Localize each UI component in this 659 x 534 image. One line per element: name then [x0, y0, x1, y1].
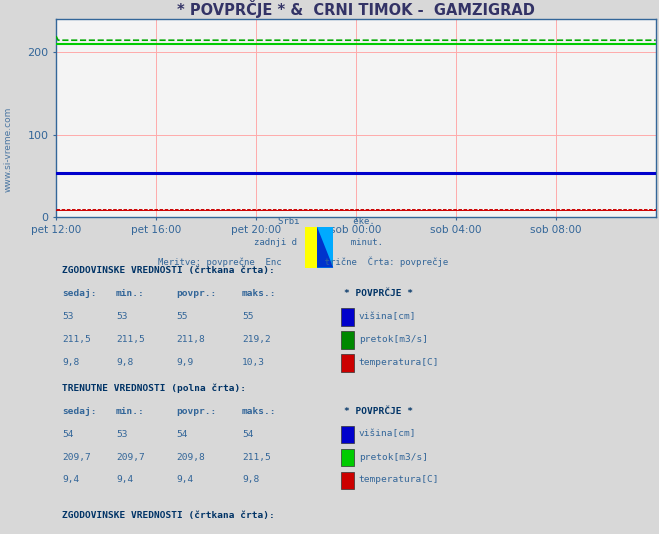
Text: 211,8: 211,8 — [176, 335, 205, 344]
Text: 9,4: 9,4 — [176, 475, 193, 484]
Text: ZGODOVINSKE VREDNOSTI (črtkana črta):: ZGODOVINSKE VREDNOSTI (črtkana črta): — [62, 266, 275, 275]
Text: 209,8: 209,8 — [176, 452, 205, 461]
FancyBboxPatch shape — [341, 331, 354, 349]
FancyBboxPatch shape — [317, 227, 333, 268]
Text: temperatura[C]: temperatura[C] — [359, 475, 440, 484]
Text: 10,3: 10,3 — [242, 358, 265, 367]
Text: pretok[m3/s]: pretok[m3/s] — [359, 335, 428, 344]
Text: 55: 55 — [176, 312, 187, 321]
Text: 55: 55 — [242, 312, 254, 321]
Text: temperatura[C]: temperatura[C] — [359, 358, 440, 367]
Text: povpr.:: povpr.: — [176, 289, 216, 298]
Text: 209,7: 209,7 — [116, 452, 145, 461]
Text: 9,8: 9,8 — [62, 358, 79, 367]
Text: 54: 54 — [242, 429, 254, 438]
Text: 9,8: 9,8 — [242, 475, 259, 484]
Text: www.si-vreme.com: www.si-vreme.com — [4, 107, 13, 192]
Text: višina[cm]: višina[cm] — [359, 429, 416, 438]
Text: 9,4: 9,4 — [116, 475, 133, 484]
Text: 54: 54 — [62, 429, 74, 438]
Text: * POVPRČJE *: * POVPRČJE * — [344, 407, 413, 415]
Text: 211,5: 211,5 — [62, 335, 91, 344]
Text: sedaj:: sedaj: — [62, 289, 96, 298]
Text: sedaj:: sedaj: — [62, 407, 96, 415]
Text: 53: 53 — [116, 429, 127, 438]
Text: 9,8: 9,8 — [116, 358, 133, 367]
Text: min.:: min.: — [116, 407, 145, 415]
Text: 211,5: 211,5 — [242, 452, 271, 461]
FancyBboxPatch shape — [341, 472, 354, 489]
Text: Srbi          eke.: Srbi eke. — [278, 217, 375, 226]
Text: 54: 54 — [176, 429, 187, 438]
Text: 9,4: 9,4 — [62, 475, 79, 484]
Text: Meritve: povprečne  Enc        trične  Črta: povprečje: Meritve: povprečne Enc trične Črta: povp… — [158, 257, 448, 267]
FancyBboxPatch shape — [305, 227, 332, 268]
Text: ZGODOVINSKE VREDNOSTI (črtkana črta):: ZGODOVINSKE VREDNOSTI (črtkana črta): — [62, 511, 275, 520]
Title: * POVPRČJE * &  CRNI TIMOK -  GAMZIGRAD: * POVPRČJE * & CRNI TIMOK - GAMZIGRAD — [177, 0, 535, 18]
Text: maks.:: maks.: — [242, 289, 276, 298]
Text: povpr.:: povpr.: — [176, 407, 216, 415]
FancyBboxPatch shape — [341, 309, 354, 326]
Text: 211,5: 211,5 — [116, 335, 145, 344]
Text: 209,7: 209,7 — [62, 452, 91, 461]
FancyBboxPatch shape — [341, 354, 354, 372]
Text: zadnji d          minut.: zadnji d minut. — [254, 238, 383, 247]
FancyBboxPatch shape — [341, 426, 354, 443]
Polygon shape — [317, 227, 333, 268]
FancyBboxPatch shape — [341, 449, 354, 466]
Text: 9,9: 9,9 — [176, 358, 193, 367]
Text: min.:: min.: — [116, 289, 145, 298]
Text: 53: 53 — [116, 312, 127, 321]
Text: 53: 53 — [62, 312, 74, 321]
Text: maks.:: maks.: — [242, 407, 276, 415]
Text: * POVPRČJE *: * POVPRČJE * — [344, 289, 413, 298]
Text: TRENUTNE VREDNOSTI (polna črta):: TRENUTNE VREDNOSTI (polna črta): — [62, 384, 246, 393]
Text: pretok[m3/s]: pretok[m3/s] — [359, 452, 428, 461]
Text: višina[cm]: višina[cm] — [359, 312, 416, 321]
Text: 219,2: 219,2 — [242, 335, 271, 344]
